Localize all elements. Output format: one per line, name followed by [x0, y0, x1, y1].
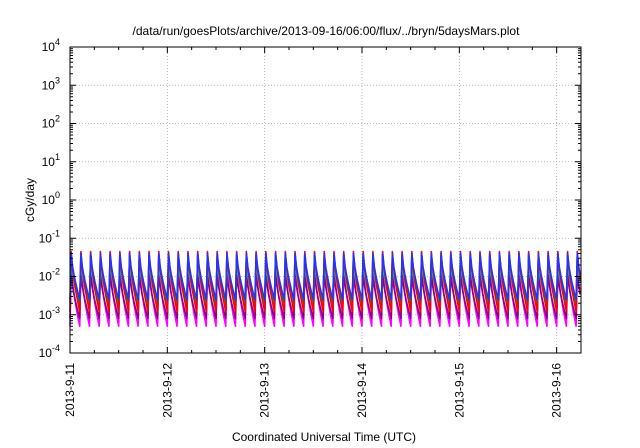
series-layer: [69, 250, 581, 328]
series-line: [69, 272, 581, 320]
chart-title: /data/run/goesPlots/archive/2013-09-16/0…: [133, 24, 521, 38]
y-tick-label: 10-4: [39, 343, 60, 360]
x-tick-label: 2013-9-12: [160, 363, 174, 418]
x-axis: 2013-9-11 2013-9-12 2013-9-13 2013-9-14 2013…: [63, 47, 564, 418]
y-tick-label: 103: [42, 75, 60, 92]
x-tick-label: 2013-9-11: [63, 363, 77, 417]
x-tick-label: 2013-9-15: [452, 363, 466, 418]
y-axis-label: cGy/day: [23, 178, 37, 222]
y-axis: 10-4 10-3 10-2 10-1 100 101 102 103 104: [39, 37, 581, 360]
x-tick-label: 2013-9-16: [550, 363, 564, 418]
y-tick-label: 100: [42, 190, 60, 207]
series-line: [69, 252, 581, 301]
y-tick-label: 102: [42, 114, 60, 131]
y-tick-label: 10-2: [39, 267, 60, 284]
x-tick-label: 2013-9-14: [355, 363, 369, 418]
y-tick-label: 101: [42, 152, 60, 169]
y-tick-label: 10-3: [39, 305, 60, 322]
y-tick-label: 104: [42, 37, 60, 54]
y-tick-label: 10-1: [39, 228, 60, 245]
x-axis-label: Coordinated Universal Time (UTC): [232, 430, 416, 444]
x-tick-label: 2013-9-13: [258, 363, 272, 418]
